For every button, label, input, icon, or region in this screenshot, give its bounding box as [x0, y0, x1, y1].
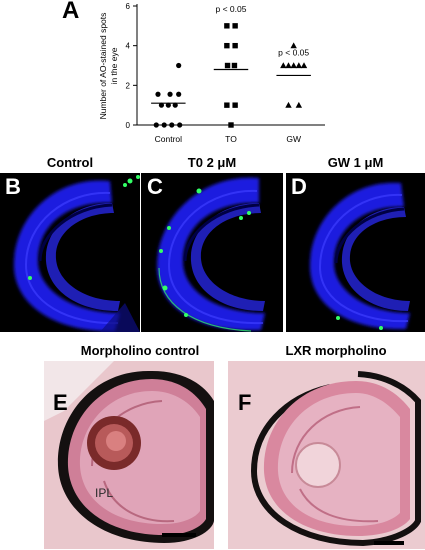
green-spot — [159, 249, 163, 253]
histology-image-lxr-morpholino — [228, 361, 425, 549]
data-point-circle — [176, 91, 182, 97]
data-point-square — [231, 62, 238, 69]
retina-section-control — [13, 175, 140, 332]
eye-section-lxr — [228, 361, 425, 549]
x-category-label: GW — [286, 134, 301, 144]
scale-bar — [162, 533, 196, 537]
data-point-circle — [169, 122, 175, 128]
y-axis-label: Number of AO-stained spotsin the eye — [98, 13, 119, 120]
data-point-triangle — [295, 62, 303, 69]
green-spot — [162, 285, 168, 291]
data-point-square — [224, 102, 230, 108]
green-spot — [336, 316, 340, 320]
y-tick-label: 6 — [126, 2, 131, 11]
scatter-chart: 0 2 4 6 Number of AO-stained spotsin the eye… — [98, 2, 325, 144]
green-spot — [167, 226, 171, 230]
data-point-triangle — [295, 101, 303, 108]
panel-label-f: F — [238, 390, 252, 415]
data-point-triangle — [285, 101, 292, 108]
histo-label-morpholino-control: Morpholino control — [80, 343, 200, 358]
ipl-label: IPL — [95, 486, 114, 500]
panel-label-b: B — [5, 174, 21, 199]
green-spot — [28, 276, 32, 280]
y-tick-label: 0 — [126, 121, 131, 130]
green-spot — [127, 178, 133, 184]
fluorescence-image-gw — [286, 173, 425, 332]
data-point-circle — [155, 91, 161, 97]
histo-label-lxr-morpholino: LXR morpholino — [285, 343, 387, 358]
retina-section-gw — [309, 182, 410, 330]
green-spot — [247, 211, 251, 215]
y-tick-label: 4 — [126, 42, 131, 51]
retina-section-t0 — [156, 177, 265, 332]
green-spot — [239, 216, 243, 220]
panel-label-d: D — [291, 174, 307, 199]
eye-section-control — [44, 361, 214, 549]
green-spot — [123, 183, 127, 187]
data-point-square — [232, 23, 238, 29]
data-point-circle — [176, 62, 182, 69]
data-point-triangle — [300, 62, 308, 69]
data-point-triangle — [290, 42, 297, 49]
p-value-annotation: p < 0.05 — [216, 4, 247, 14]
green-spot — [136, 175, 140, 179]
data-point-circle — [158, 102, 165, 108]
panel-label-a: A — [62, 0, 80, 24]
data-point-circle — [153, 122, 159, 128]
data-point-square — [224, 42, 230, 49]
data-point-square — [232, 42, 238, 49]
green-spot — [184, 313, 188, 317]
histology-image-morpholino-control — [44, 361, 214, 549]
fluor-label-t0: T0 2 μM — [187, 155, 237, 170]
x-category-label: Control — [155, 134, 183, 144]
data-point-square — [232, 102, 238, 108]
data-point-triangle — [285, 62, 292, 69]
fluor-label-control: Control — [46, 155, 94, 170]
fluor-label-gw: GW 1 μM — [327, 155, 384, 170]
data-point-circle — [161, 122, 167, 128]
green-spot — [196, 188, 202, 194]
green-spot — [379, 326, 383, 330]
scale-bar — [374, 541, 404, 545]
data-point-square — [228, 122, 234, 128]
panel-label-c: C — [147, 174, 163, 199]
data-point-circle — [165, 102, 171, 108]
data-point-square — [224, 62, 231, 69]
x-category-label: TO — [225, 134, 237, 144]
fluorescence-image-t0 — [141, 173, 283, 332]
data-point-square — [224, 23, 230, 29]
data-point-circle — [177, 122, 183, 128]
data-point-circle — [172, 102, 178, 108]
p-value-annotation: p < 0.05 — [278, 48, 309, 58]
fluorescence-image-control — [0, 173, 140, 332]
y-tick-label: 2 — [126, 81, 131, 90]
data-point-triangle — [280, 62, 287, 69]
panel-label-e: E — [53, 390, 68, 415]
data-point-triangle — [290, 62, 297, 69]
data-point-circle — [167, 91, 173, 97]
